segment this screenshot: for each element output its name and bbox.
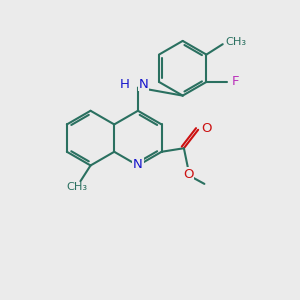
- Text: N: N: [139, 77, 148, 91]
- Text: CH₃: CH₃: [66, 182, 87, 192]
- Text: O: O: [202, 122, 212, 134]
- Text: H: H: [120, 77, 130, 91]
- Text: O: O: [183, 168, 194, 181]
- Text: CH₃: CH₃: [226, 37, 247, 47]
- Text: F: F: [231, 75, 239, 88]
- Text: N: N: [133, 158, 143, 171]
